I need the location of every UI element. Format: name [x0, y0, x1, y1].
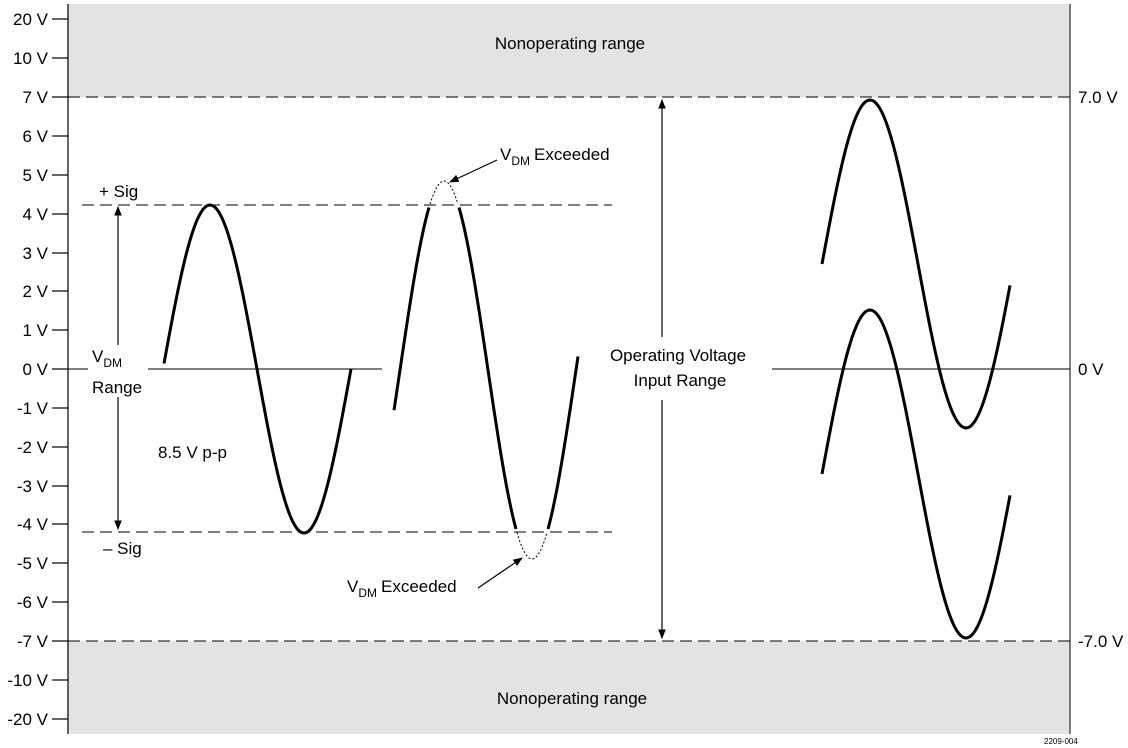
y-axis-tick-label: 1 V: [22, 321, 48, 340]
minus-sig-label: – Sig: [103, 539, 142, 558]
peak-to-peak-label: 8.5 V p-p: [158, 443, 227, 462]
y-axis-tick-label: -20 V: [7, 710, 48, 729]
vdm-range-label: VDM: [92, 347, 122, 370]
nonoperating-label-bottom: Nonoperating range: [497, 689, 647, 708]
vdm-exceeded-label-top: VDM Exceeded: [500, 145, 610, 168]
y-axis-tick-label: 7 V: [22, 88, 48, 107]
y-axis-ticks: 20 V 10 V 7 V 6 V 5 V 4 V 3 V 2 V 1 V 0 V -1 V -2 V…: [7, 10, 68, 729]
exceeded-trough-dotted: [516, 532, 548, 560]
y-axis-tick-label: 3 V: [22, 244, 48, 263]
y-axis-tick-label: 2 V: [22, 282, 48, 301]
y-axis-tick-label: 6 V: [22, 127, 48, 146]
sine-wave-offset-high: [820, 98, 1012, 430]
y-axis-tick-label: 20 V: [13, 10, 49, 29]
operating-range-label-line1: Operating Voltage: [610, 346, 746, 365]
y-axis-tick-label: -5 V: [17, 554, 49, 573]
nonoperating-band-top: [68, 4, 1070, 97]
operating-range-label-line2: Input Range: [634, 371, 727, 390]
vdm-range-word: Range: [92, 378, 142, 397]
y-axis-tick-label: 10 V: [13, 49, 49, 68]
y-axis-tick-label: -7 V: [17, 632, 49, 651]
vdm-exceeded-arrow-bottom: [477, 557, 523, 589]
figure-number: 2209-004: [1044, 737, 1078, 746]
y-axis-tick-label: -2 V: [17, 438, 49, 457]
y-axis-tick-label: -1 V: [17, 399, 49, 418]
sine-wave-in-range: [162, 203, 353, 535]
y-axis-tick-label: 4 V: [22, 205, 48, 224]
right-label-plus7: 7.0 V: [1078, 88, 1118, 107]
y-axis-tick-label: -4 V: [17, 515, 49, 534]
y-axis-tick-label: -10 V: [7, 671, 48, 690]
plus-sig-label: + Sig: [99, 182, 138, 201]
y-axis-tick-label: 0 V: [22, 360, 48, 379]
sine-wave-exceeding: [392, 207, 580, 530]
exceeded-peak-dotted: [429, 180, 459, 205]
y-axis-tick-label: -6 V: [17, 593, 49, 612]
right-label-zero: 0 V: [1078, 360, 1104, 379]
y-axis-tick-label: 5 V: [22, 166, 48, 185]
nonoperating-band-bottom: [68, 641, 1070, 734]
nonoperating-label-top: Nonoperating range: [495, 34, 645, 53]
vdm-range-label-bg: [88, 345, 148, 397]
vdm-exceeded-label-bottom: VDM Exceeded: [347, 577, 457, 600]
y-axis-tick-label: -3 V: [17, 477, 49, 496]
sine-wave-offset-low: [820, 308, 1012, 640]
vdm-exceeded-arrow-top: [449, 159, 498, 183]
right-label-minus7: -7.0 V: [1078, 632, 1124, 651]
